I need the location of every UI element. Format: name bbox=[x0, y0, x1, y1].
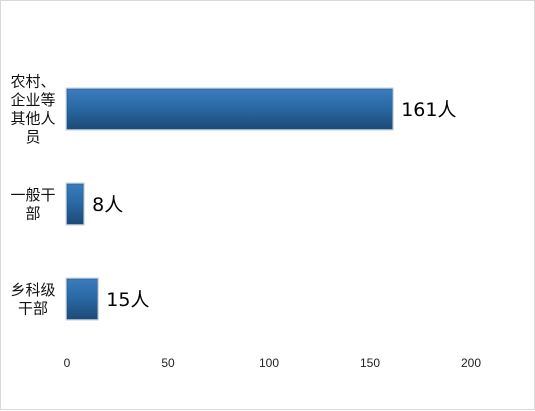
x-tick-label: 200 bbox=[461, 356, 481, 370]
category-label-line: 企业等 bbox=[10, 91, 55, 109]
category-label-line: 一般干 bbox=[10, 186, 55, 204]
category-label-line: 乡科级 bbox=[10, 281, 55, 299]
category-label: 乡科级干部 bbox=[10, 281, 55, 318]
data-label: 161人 bbox=[401, 99, 456, 121]
category-label: 农村、企业等其他人员 bbox=[10, 72, 55, 146]
x-axis-ticks: 0 50 100 150 200 bbox=[64, 356, 482, 370]
x-tick-label: 0 bbox=[64, 356, 71, 370]
bar bbox=[66, 88, 393, 130]
data-label: 8人 bbox=[92, 194, 123, 216]
category-label: 一般干部 bbox=[10, 186, 55, 223]
x-tick-label: 150 bbox=[360, 356, 380, 370]
x-tick-label: 50 bbox=[161, 356, 175, 370]
category-label-line: 农村、 bbox=[10, 72, 55, 90]
x-tick-label: 100 bbox=[259, 356, 279, 370]
data-label: 15人 bbox=[106, 289, 149, 311]
category-label-line: 其他人 bbox=[10, 109, 55, 127]
category-label-line: 干部 bbox=[18, 299, 48, 317]
bar bbox=[66, 278, 98, 320]
bars-group bbox=[65, 87, 394, 321]
bar bbox=[66, 183, 84, 225]
category-label-line: 部 bbox=[25, 204, 40, 222]
category-label-line: 员 bbox=[25, 128, 40, 146]
data-labels: 161人 8人 15人 bbox=[92, 99, 456, 311]
